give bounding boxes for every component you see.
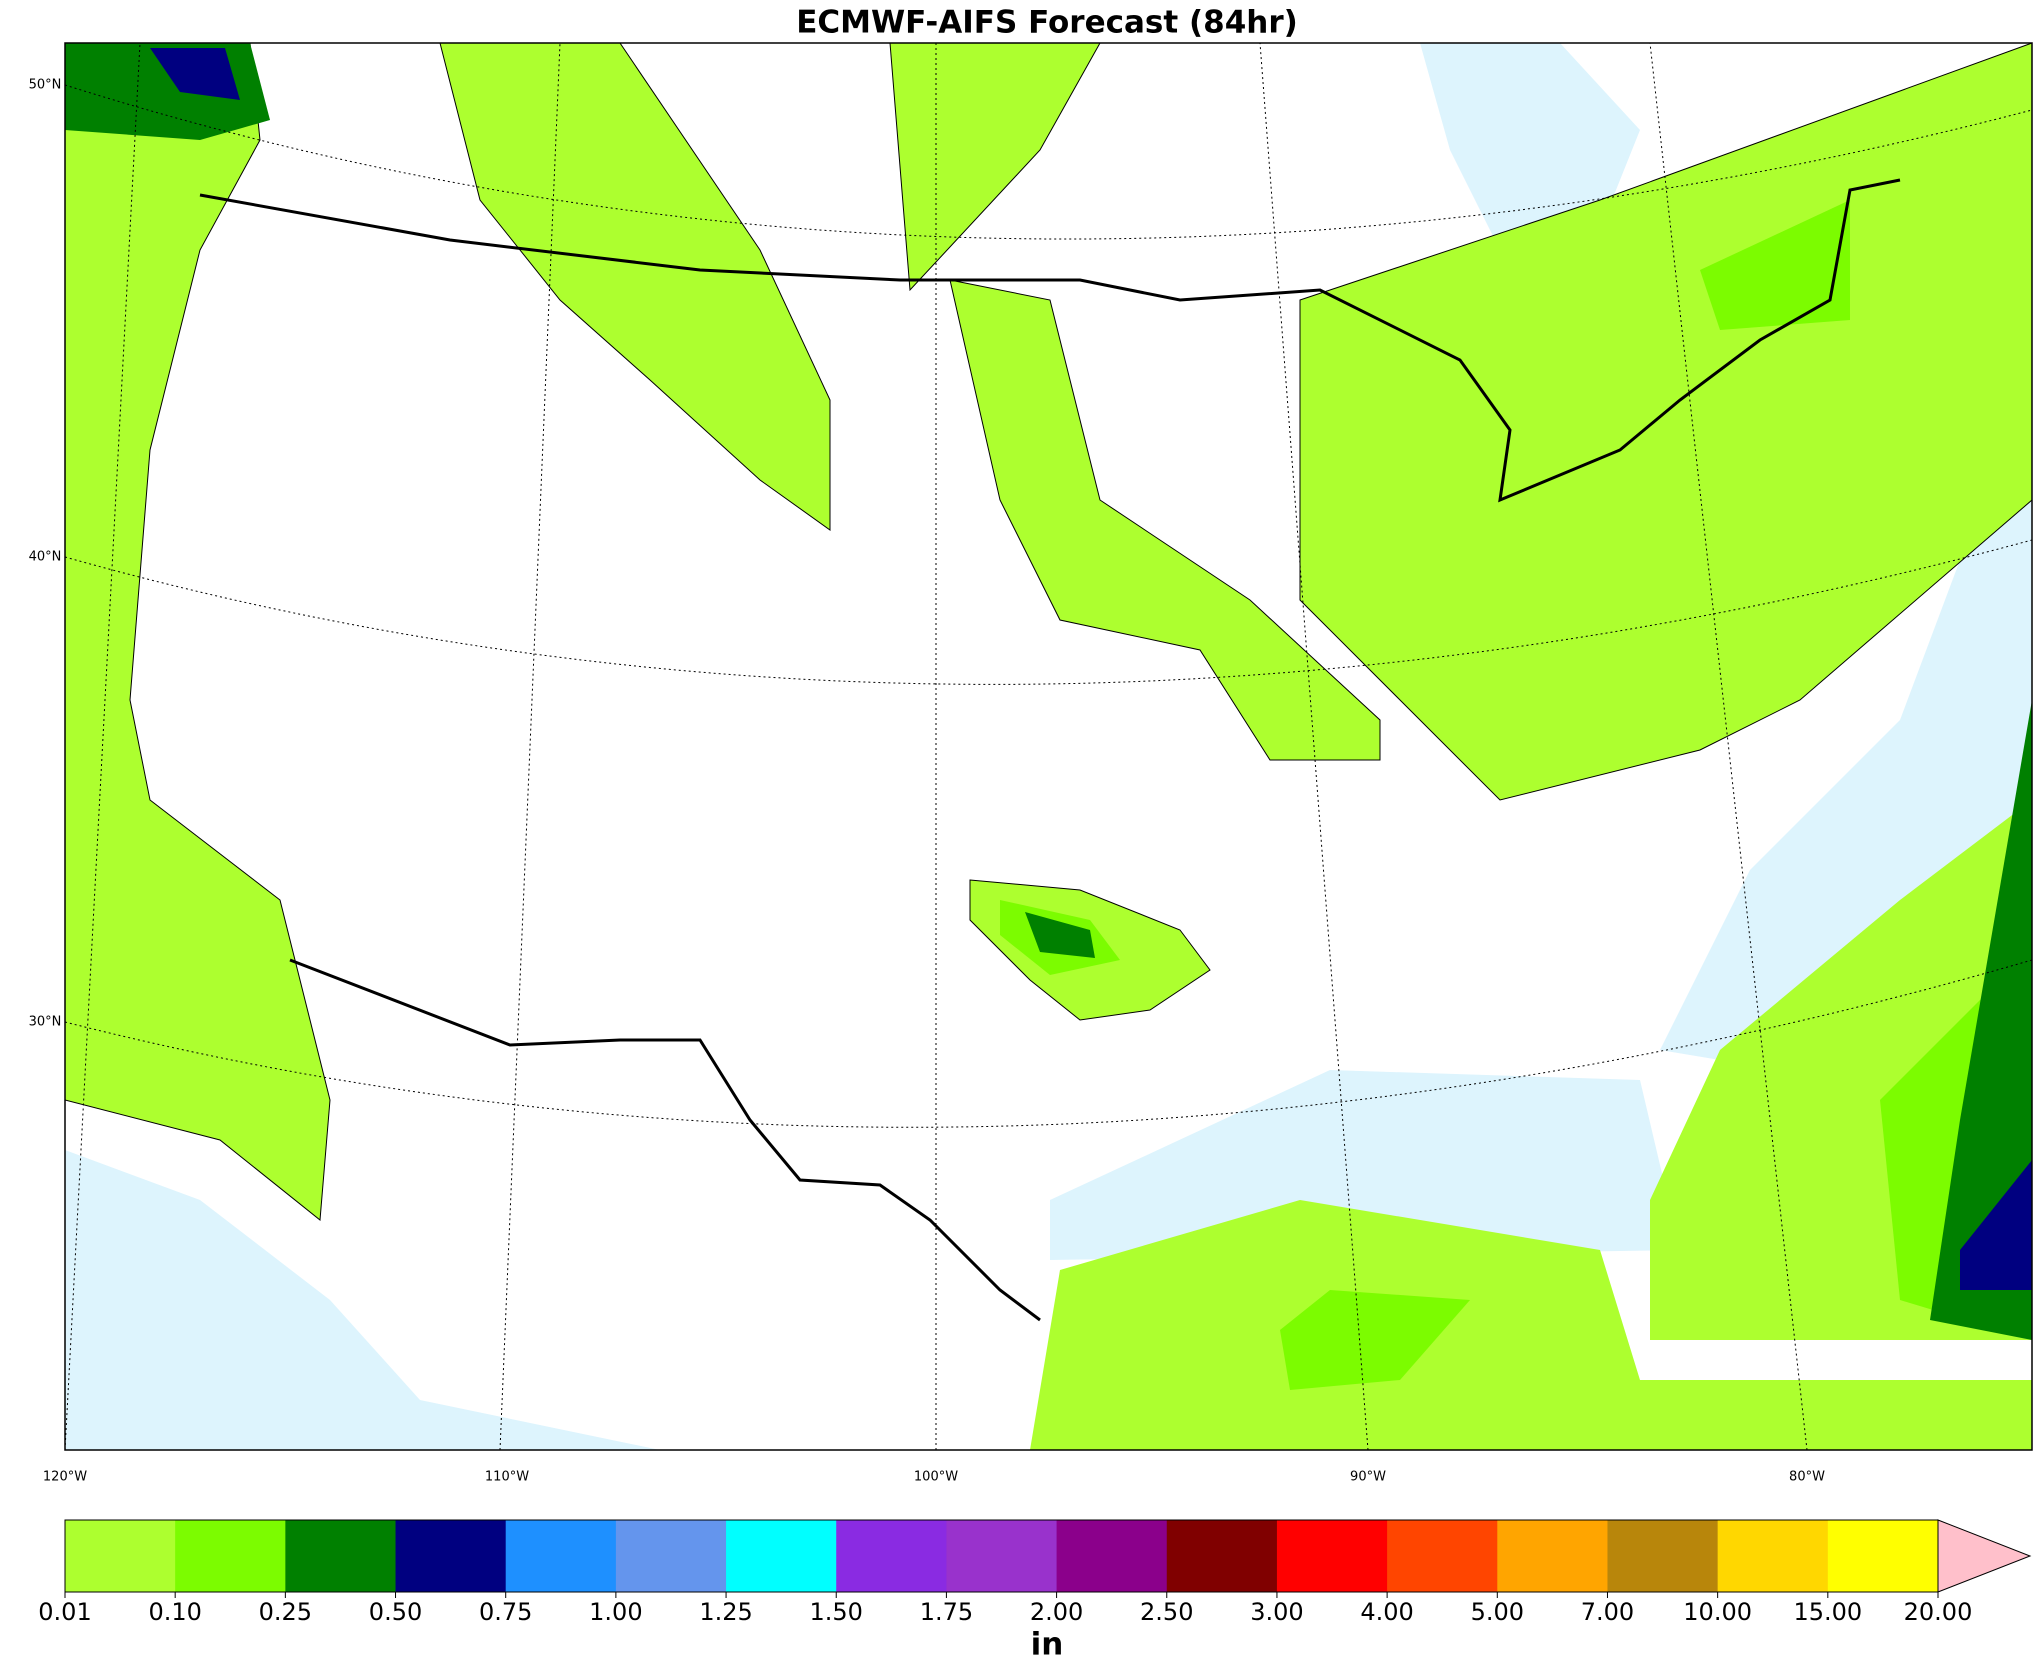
colorbar-swatch: [1717, 1520, 1829, 1592]
colorbar-swatch: [1166, 1520, 1278, 1592]
colorbar-unit: in: [1031, 1627, 1064, 1663]
colorbar-swatch: [65, 1520, 176, 1592]
colorbar-label: 1.75: [920, 1598, 973, 1626]
precip-area: [1025, 912, 1095, 958]
colorbar-swatch: [505, 1520, 617, 1592]
precip-area: [949, 279, 1381, 761]
colorbar-extend: [1937, 1519, 2032, 1593]
lake: [1420, 43, 1640, 250]
colorbar-label: 10.00: [1683, 1598, 1752, 1626]
precip-area: [1030, 1200, 2032, 1450]
colorbar-swatch: [1607, 1520, 1719, 1592]
colorbar-swatch: [726, 1520, 837, 1592]
colorbar-label: 0.01: [38, 1598, 91, 1626]
precip-area: [439, 42, 831, 531]
colorbar-swatch: [175, 1520, 286, 1592]
colorbar-frame: [64, 1519, 1939, 1593]
colorbar-label: 20.00: [1904, 1598, 1973, 1626]
map-frame: [64, 42, 2033, 1451]
map: [64, 42, 2033, 1451]
ocean: [1050, 1070, 1680, 1260]
colorbar-swatch: [1497, 1520, 1608, 1592]
colorbar-label: 0.25: [259, 1598, 312, 1626]
colorbar-label: 2.00: [1030, 1598, 1083, 1626]
precip-area: [64, 42, 331, 1221]
colorbar-label: 1.00: [589, 1598, 642, 1626]
precip-area: [1960, 1160, 2032, 1290]
lat-label: 50°N: [29, 78, 62, 93]
colorbar-label: 0.75: [479, 1598, 532, 1626]
colorbar-label: 1.25: [699, 1598, 752, 1626]
colorbar-swatch: [1827, 1520, 1939, 1592]
colorbar-swatch: [1056, 1520, 1168, 1592]
colorbar-label: 4.00: [1360, 1598, 1413, 1626]
axis-labels: 50°N 40°N 30°N 120°W 110°W 100°W 90°W 80°W: [29, 78, 1825, 1485]
lon-label: 120°W: [43, 1470, 87, 1485]
colorbar: 0.01 0.10 0.25 0.50 0.75 1.00 1.25 1.50 1.75 2.00…: [38, 1519, 2032, 1626]
colorbar-label: 15.00: [1793, 1598, 1862, 1626]
colorbar-label: 1.50: [810, 1598, 863, 1626]
title: ECMWF-AIFS Forecast (84hr): [796, 5, 1298, 41]
colorbar-swatch: [836, 1520, 947, 1592]
colorbar-label: 2.50: [1140, 1598, 1193, 1626]
colorbar-swatch: [395, 1520, 507, 1592]
lon-label: 100°W: [914, 1470, 958, 1485]
colorbar-label: 3.00: [1250, 1598, 1303, 1626]
border: [199, 178, 1901, 1322]
colorbar-swatch: [615, 1520, 727, 1592]
lat-label: 30°N: [29, 1015, 62, 1030]
precip-area: [150, 48, 240, 100]
colorbar-swatch: [285, 1520, 397, 1592]
colorbar-swatch: [946, 1520, 1058, 1592]
lat-label: 40°N: [29, 550, 62, 565]
colorbar-label: 7.00: [1581, 1598, 1634, 1626]
graticule: [64, 42, 2033, 1451]
precip-area: [1280, 1290, 1470, 1390]
colorbar-label: 0.10: [148, 1598, 201, 1626]
lon-label: 110°W: [485, 1470, 529, 1485]
colorbar-label: 0.50: [369, 1598, 422, 1626]
precip-area: [1700, 200, 1850, 330]
colorbar-swatch: [1387, 1520, 1498, 1592]
colorbar-swatch: [1276, 1520, 1388, 1592]
lon-label: 90°W: [1350, 1470, 1386, 1485]
lon-label: 80°W: [1789, 1470, 1825, 1485]
ocean: [65, 1150, 660, 1450]
colorbar-label: 5.00: [1471, 1598, 1524, 1626]
precip-area: [1930, 700, 2032, 1340]
